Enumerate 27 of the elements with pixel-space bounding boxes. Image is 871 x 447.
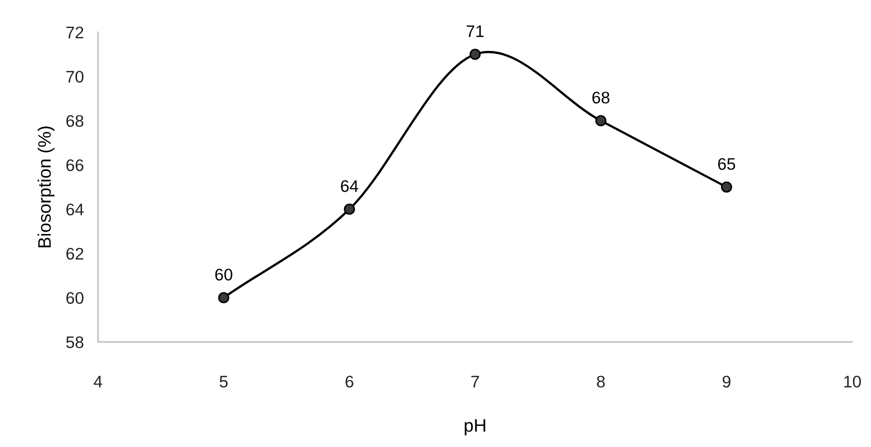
x-tick-label: 8 [596, 376, 605, 388]
x-tick-label: 10 [844, 376, 861, 388]
x-tick-label: 7 [471, 376, 479, 388]
y-tick-label: 66 [66, 159, 84, 172]
y-tick-label: 72 [66, 26, 84, 38]
point [344, 204, 355, 215]
x-tick-label: 5 [220, 376, 228, 388]
data-label: 60 [215, 268, 232, 281]
y-tick-label: 70 [66, 70, 84, 83]
y-tick-label: 62 [66, 248, 84, 260]
y-axis-title: Biosorption (%) [38, 126, 54, 248]
y-tick-label: 60 [66, 292, 84, 304]
data-label: 68 [592, 92, 610, 104]
point [218, 292, 230, 304]
x-tick-label: 4 [94, 376, 102, 388]
point [595, 115, 606, 126]
point [721, 182, 732, 193]
x-tick-label: 6 [346, 376, 354, 388]
y-tick-label: 58 [66, 336, 84, 348]
point [470, 48, 481, 60]
y-tick-label: 68 [66, 115, 84, 127]
data-label: 71 [466, 25, 484, 37]
data-label: 65 [718, 158, 736, 170]
x-axis-title: pH [464, 419, 486, 436]
x-tick-label: 9 [722, 376, 730, 388]
y-tick-label: 64 [66, 204, 84, 216]
data-label: 64 [340, 180, 358, 192]
